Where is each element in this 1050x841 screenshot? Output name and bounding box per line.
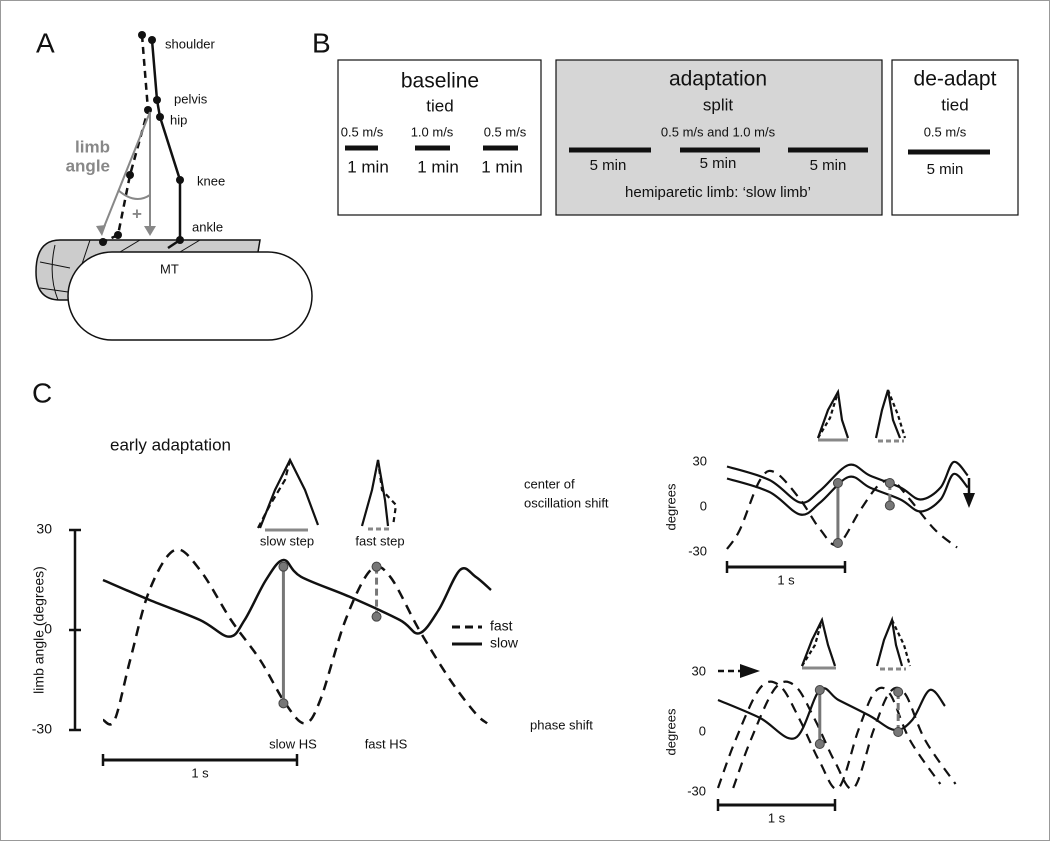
legend-label: slow: [490, 635, 519, 651]
duration-label: 1 min: [481, 157, 523, 176]
speed-label: 0.5 m/s: [341, 124, 384, 139]
y-tick-label: -30: [688, 543, 707, 558]
duration-label: 5 min: [700, 155, 737, 172]
heel-point: [278, 561, 289, 572]
heel-point: [371, 561, 382, 572]
period-bars: [345, 145, 990, 155]
scale-bar-label: 1 s: [768, 810, 786, 825]
joint-label: hip: [170, 112, 187, 127]
panel-label: A: [36, 27, 55, 58]
condition-label: phase shift: [530, 717, 593, 732]
y-tick-label: 0: [44, 621, 52, 637]
period-mode: tied: [426, 96, 453, 115]
period-title: adaptation: [669, 68, 767, 91]
period-mode: tied: [941, 95, 968, 114]
data-line: [726, 460, 969, 504]
joint-label: shoulder: [165, 36, 216, 51]
data-line: [726, 472, 969, 516]
period-title: baseline: [401, 70, 479, 93]
step-label: fast step: [355, 533, 404, 548]
heel-point: [884, 500, 895, 511]
joint-label: MT: [160, 261, 179, 276]
y-axis-label: degrees: [663, 483, 678, 530]
y-tick-label: 30: [36, 521, 52, 537]
duration-label: 5 min: [590, 157, 627, 174]
angle-label: angle: [66, 156, 110, 175]
note: hemiparetic limb: ‘slow limb’: [625, 184, 811, 201]
heel-point: [832, 538, 843, 548]
condition-label: oscillation shift: [524, 495, 609, 510]
heel-point: [814, 739, 825, 749]
duration-label: 5 min: [810, 157, 847, 174]
speed-label: 1.0 m/s: [411, 124, 454, 139]
duration-label: 1 min: [347, 157, 389, 176]
step-figures: [257, 388, 912, 671]
data-line: [717, 687, 946, 740]
panel-label: C: [32, 377, 52, 408]
y-tick-label: -30: [687, 783, 706, 798]
y-axis-label: degrees: [663, 708, 678, 755]
duration-label: 5 min: [927, 161, 964, 178]
period-mode: split: [703, 95, 734, 114]
data-line: [102, 558, 492, 638]
event-label: fast HS: [365, 736, 408, 751]
joint-label: ankle: [192, 219, 223, 234]
scale-bar-label: 1 s: [777, 572, 795, 587]
data-line: [716, 680, 942, 790]
period-title: de-adapt: [914, 68, 997, 91]
y-tick-label: 0: [699, 723, 706, 738]
stick-figure: [96, 31, 184, 250]
speed-label: 0.5 m/s: [484, 124, 527, 139]
angle-label: limb: [75, 137, 110, 156]
protocol-boxes: [337, 59, 1019, 216]
y-tick-label: 0: [700, 498, 707, 513]
y-tick-label: -30: [32, 721, 52, 737]
heel-point: [893, 727, 904, 737]
panel-label: B: [312, 27, 331, 58]
scale-bar-label: 1 s: [191, 765, 209, 780]
legend-label: fast: [490, 618, 513, 634]
heel-point: [814, 685, 825, 695]
treadmill: [35, 239, 313, 341]
speed-label: 0.5 m/s: [924, 124, 967, 139]
speed-label: 0.5 m/s and 1.0 m/s: [661, 124, 776, 139]
heel-point: [893, 687, 904, 697]
condition-label: center of: [524, 476, 575, 491]
joint-label: knee: [197, 173, 225, 188]
duration-label: 1 min: [417, 157, 459, 176]
shift-arrows: [718, 478, 975, 678]
data-line: [732, 680, 957, 790]
joint-label: pelvis: [174, 91, 208, 106]
heel-point: [278, 698, 289, 709]
chart-title: early adaptation: [110, 435, 231, 454]
event-label: slow HS: [269, 736, 317, 751]
sign-label: +: [132, 204, 142, 223]
heel-point: [884, 478, 895, 488]
heel-point: [832, 478, 843, 488]
y-tick-label: 30: [692, 663, 706, 678]
y-tick-label: 30: [693, 453, 707, 468]
step-label: slow step: [260, 533, 314, 548]
heel-point: [371, 611, 382, 622]
y-axis-label: limb angle (degrees): [31, 566, 47, 694]
